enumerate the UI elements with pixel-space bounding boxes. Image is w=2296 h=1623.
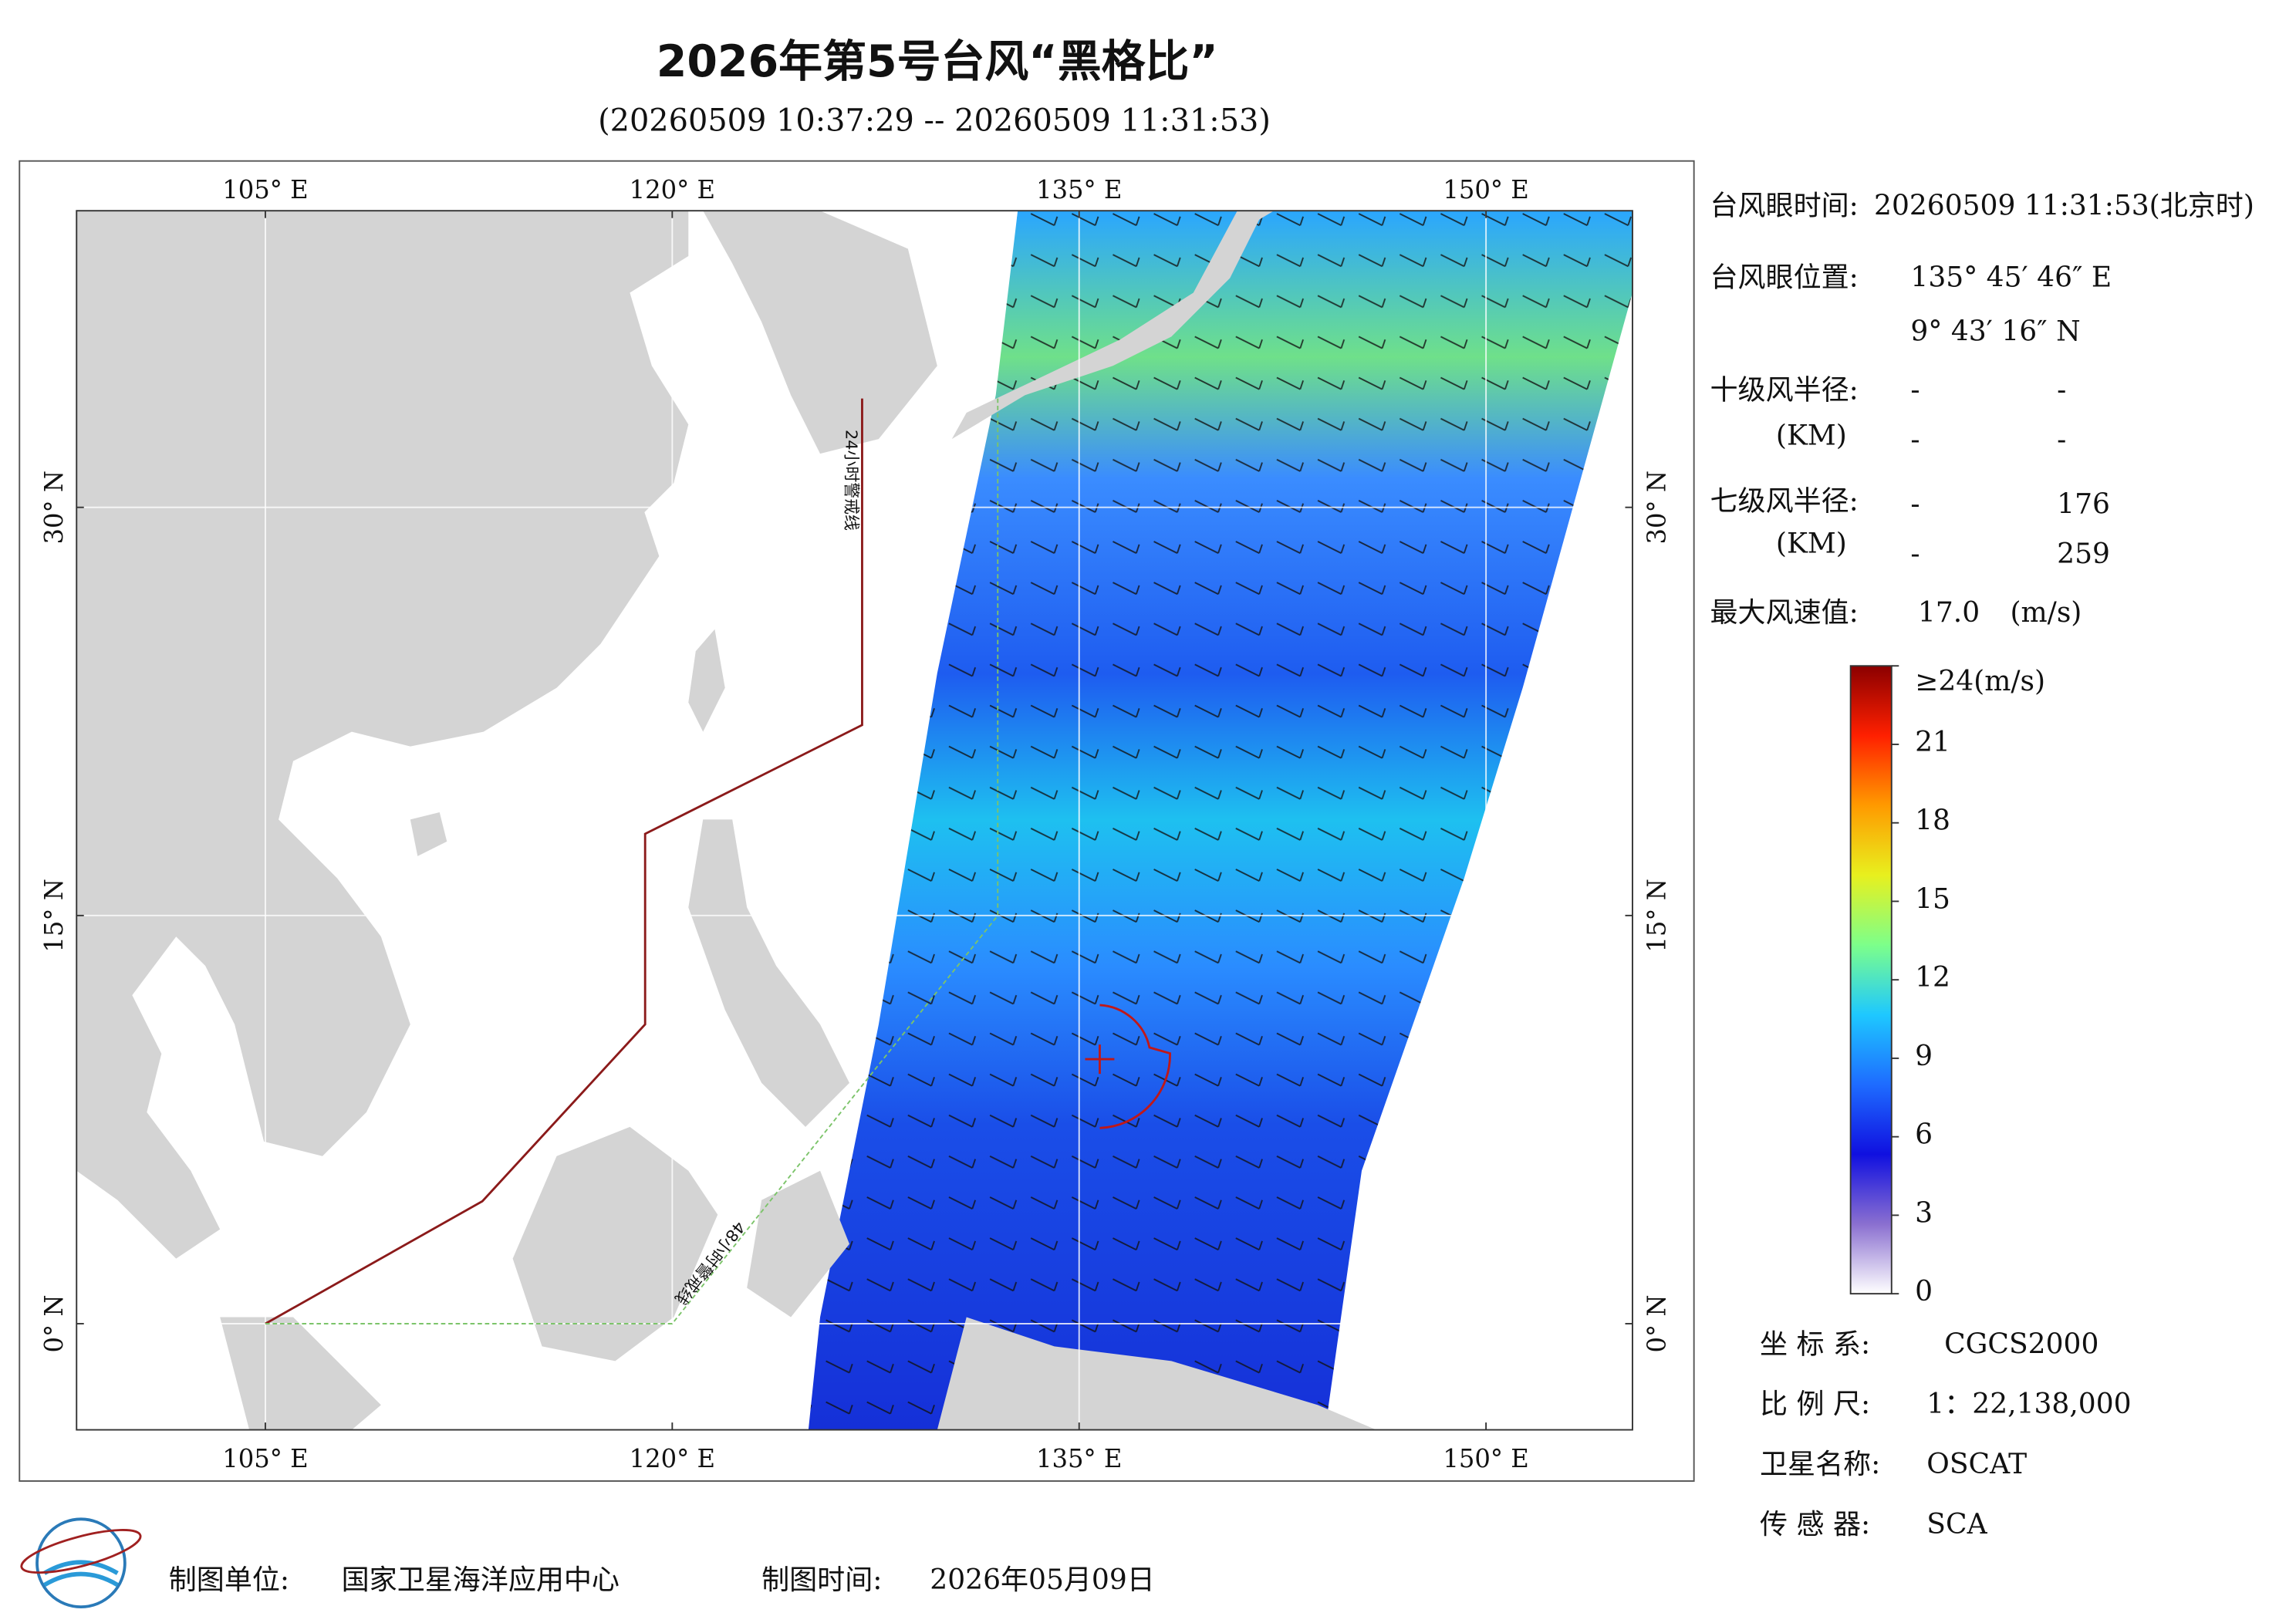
land-japan	[951, 211, 1275, 440]
colorbar-label: 9	[1915, 1041, 1933, 1072]
logo	[20, 1517, 142, 1609]
lon-label-top: 120° E	[630, 175, 715, 204]
r10-value: -	[2057, 424, 2066, 456]
colorbar-label: ≥24(m/s)	[1915, 666, 2045, 697]
swath-barbs	[808, 211, 1633, 1430]
info-label: 比 例 尺:	[1760, 1388, 1870, 1420]
footer-unit: 国家卫星海洋应用中心	[342, 1564, 620, 1596]
footer-time: 2026年05月09日	[930, 1564, 1155, 1596]
r10-value: -	[2057, 374, 2066, 406]
r7-value: 176	[2057, 488, 2110, 520]
logo-orbit	[20, 1529, 142, 1574]
colorbar-label: 15	[1915, 883, 1950, 915]
land-new-guinea	[937, 1317, 1376, 1430]
eye-lat: 9° 43′ 16″ N	[1910, 316, 2080, 348]
r7-unit: (KM)	[1776, 528, 1847, 560]
lat-label-left: 30° N	[39, 471, 69, 545]
eye-cross	[1085, 1044, 1115, 1075]
r10-label: 十级风半径:	[1710, 374, 1859, 406]
subtitle: (20260509 10:37:29 -- 20260509 11:31:53)	[598, 103, 1271, 138]
eye-time: 20260509 11:31:53(北京时)	[1874, 190, 2254, 221]
lat-label-right: 0° N	[1643, 1294, 1672, 1352]
r7-value: -	[1910, 488, 1920, 520]
r7-value: -	[1910, 538, 1920, 570]
land-hainan	[410, 812, 447, 856]
r10-value: -	[1910, 424, 1920, 456]
r7-value: 259	[2057, 538, 2110, 570]
warning-line-label: 24小时警戒线	[842, 430, 860, 531]
colorbar-label: 18	[1915, 805, 1950, 837]
colorbar-label: 12	[1915, 962, 1950, 994]
outer-frame	[19, 160, 1695, 1482]
lon-label-top: 135° E	[1036, 175, 1122, 204]
colorbar-label: 0	[1915, 1276, 1933, 1308]
colorbar-label: 3	[1915, 1197, 1933, 1229]
lon-label-bottom: 105° E	[222, 1444, 308, 1473]
land-sumatra	[220, 1317, 381, 1430]
r10-value: -	[1910, 374, 1920, 406]
info-label: 传 感 器:	[1760, 1509, 1870, 1540]
max-wind-unit: (m/s)	[2010, 597, 2082, 629]
eye-lon: 135° 45′ 46″ E	[1910, 262, 2112, 293]
lon-label-top: 150° E	[1443, 175, 1528, 204]
footer-time-label: 制图时间:	[761, 1564, 882, 1596]
colorbar: 0 3 6 9 12 15 18 21 ≥24(m/s)	[1849, 665, 2045, 1308]
max-wind-label: 最大风速值:	[1710, 597, 1859, 629]
eye-pos-label: 台风眼位置:	[1710, 262, 1859, 293]
lon-label-bottom: 135° E	[1036, 1444, 1122, 1473]
land-taiwan	[688, 629, 725, 732]
max-wind: 17.0	[1918, 597, 1980, 629]
land-sulawesi	[747, 1170, 849, 1318]
wind-radius	[1099, 1004, 1171, 1129]
side-panel: 台风眼时间: 20260509 11:31:53(北京时) 台风眼位置: 135…	[1710, 190, 2254, 628]
footer-unit-label: 制图单位:	[169, 1564, 289, 1596]
r10-unit: (KM)	[1776, 420, 1847, 451]
info-value: SCA	[1926, 1509, 1987, 1540]
logo-waves	[43, 1560, 119, 1588]
info-value: OSCAT	[1926, 1449, 2027, 1480]
land-korea	[703, 211, 937, 454]
lon-label-bottom: 120° E	[630, 1444, 715, 1473]
lon-label-top: 105° E	[222, 175, 308, 204]
lat-label-left: 15° N	[39, 879, 69, 953]
lat-label-right: 30° N	[1643, 471, 1672, 545]
info-value: CGCS2000	[1944, 1328, 2098, 1360]
map-ticks: 105° E 105° E 120° E 120° E 135° E 135° E 150°…	[39, 175, 1671, 1473]
info-label: 坐 标 系:	[1760, 1328, 1870, 1360]
lat-label-left: 0° N	[39, 1294, 69, 1352]
colorbar-label: 6	[1915, 1119, 1933, 1151]
land	[76, 211, 1376, 1430]
info-value: 1：22,138,000	[1926, 1388, 2131, 1420]
colorbar-label: 21	[1915, 727, 1950, 758]
warning-line	[265, 398, 863, 1325]
colorbar-bar	[1849, 665, 1893, 1295]
eye-time-label: 台风眼时间:	[1710, 190, 1859, 221]
lat-label-right: 15° N	[1643, 879, 1672, 953]
land-borneo	[512, 1126, 718, 1361]
title: 2026年第5号台风“黑格比”	[657, 36, 1218, 87]
land-asia	[76, 211, 689, 1259]
warning-line	[265, 398, 999, 1324]
info-label: 卫星名称:	[1760, 1449, 1880, 1480]
land-philippines	[688, 819, 849, 1127]
r7-label: 七级风半径:	[1710, 486, 1859, 518]
lon-label-bottom: 150° E	[1443, 1444, 1528, 1473]
map-frame	[76, 210, 1633, 1431]
typhoon-eye	[1085, 1004, 1171, 1129]
info-block: 坐 标 系: CGCS2000 比 例 尺: 1：22,138,000 卫星名称: OSC…	[1760, 1328, 2132, 1540]
